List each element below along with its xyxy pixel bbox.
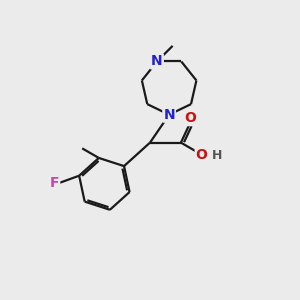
Text: N: N — [163, 108, 175, 122]
Text: O: O — [196, 148, 208, 162]
Text: H: H — [212, 149, 222, 162]
Text: F: F — [50, 176, 59, 190]
Text: O: O — [184, 111, 196, 125]
Text: N: N — [151, 55, 163, 68]
